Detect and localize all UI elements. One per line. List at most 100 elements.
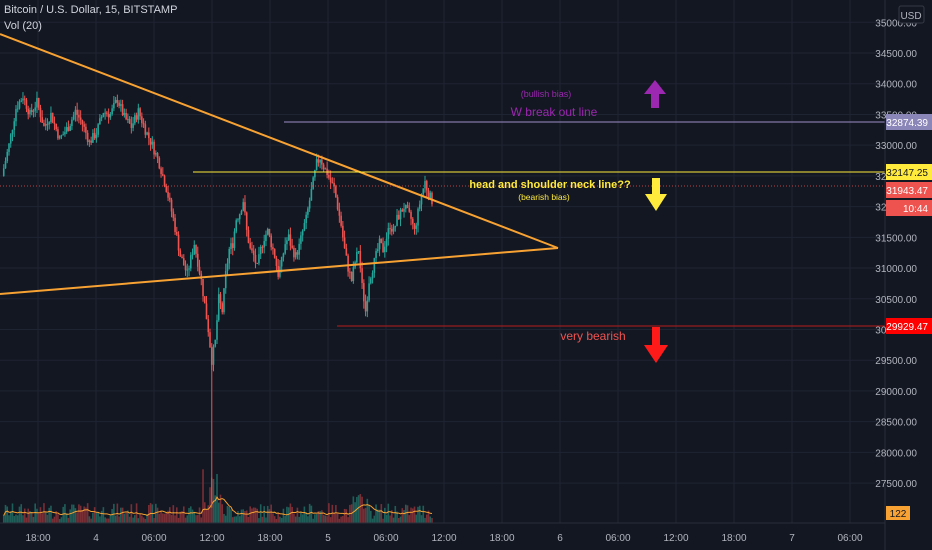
volume-bar bbox=[403, 510, 405, 523]
price-badge-text: 29929.47 bbox=[886, 322, 928, 333]
volume-bar bbox=[165, 512, 168, 523]
price-badge-text: 32147.25 bbox=[886, 168, 928, 179]
volume-bar bbox=[203, 502, 206, 523]
candle-body bbox=[34, 107, 37, 111]
volume-bar bbox=[242, 509, 245, 523]
volume-bar bbox=[336, 513, 339, 523]
volume-bar bbox=[415, 514, 418, 523]
candle-body bbox=[242, 202, 245, 211]
volume-bar bbox=[50, 505, 52, 523]
candle-body bbox=[179, 250, 182, 257]
candle-body bbox=[363, 283, 365, 302]
volume-bar bbox=[191, 509, 194, 523]
candle-body bbox=[195, 244, 197, 254]
volume-bar bbox=[41, 513, 44, 523]
candle-body bbox=[64, 132, 66, 135]
candle-body bbox=[375, 251, 377, 259]
candle-body bbox=[46, 124, 49, 126]
volume-bar bbox=[366, 498, 369, 523]
volume-bar bbox=[340, 516, 342, 523]
triangle-upper-trendline[interactable] bbox=[0, 33, 559, 249]
candle-body bbox=[155, 153, 157, 155]
volume-bar bbox=[368, 504, 370, 523]
candle-body bbox=[284, 244, 286, 254]
candle-body bbox=[413, 223, 416, 229]
currency-label[interactable]: USD bbox=[898, 5, 925, 24]
volume-bar bbox=[113, 503, 115, 523]
candle-body bbox=[6, 151, 9, 162]
volume-bar bbox=[356, 496, 358, 523]
volume-bar bbox=[345, 509, 348, 523]
x-tick-label: 06:00 bbox=[837, 533, 862, 544]
volume-bar bbox=[186, 515, 189, 523]
volume-bar bbox=[390, 510, 393, 523]
candle-body bbox=[51, 112, 54, 123]
candle-body bbox=[202, 279, 204, 297]
volume-bar bbox=[373, 515, 376, 523]
volume-bar bbox=[427, 510, 430, 523]
volume-bar bbox=[34, 503, 37, 523]
candle-body bbox=[76, 109, 78, 115]
volume-bar bbox=[69, 509, 71, 523]
volume-bar bbox=[266, 505, 269, 523]
candle-body bbox=[237, 219, 239, 221]
candle-body bbox=[342, 225, 344, 238]
volume-bar bbox=[13, 515, 16, 523]
candle-body bbox=[370, 278, 372, 284]
candle-body bbox=[20, 100, 23, 102]
candle-body bbox=[123, 112, 126, 116]
candle-body bbox=[256, 262, 259, 264]
y-tick-label: 33000.00 bbox=[875, 141, 917, 152]
volume-bar bbox=[202, 469, 204, 523]
volume-bar bbox=[160, 510, 162, 523]
x-tick-label: 18:00 bbox=[721, 533, 746, 544]
candle-body bbox=[93, 132, 96, 139]
volume-bar bbox=[261, 516, 264, 523]
volume-bar bbox=[196, 515, 199, 523]
volume-bar bbox=[179, 511, 182, 523]
volume-bar bbox=[217, 502, 220, 523]
volume-bar bbox=[380, 504, 383, 523]
candle-body bbox=[134, 115, 136, 124]
volume-bar bbox=[237, 511, 239, 523]
volume-bar bbox=[425, 514, 428, 523]
volume-bar bbox=[95, 512, 98, 523]
candle-body bbox=[345, 248, 348, 256]
candle-body bbox=[158, 158, 161, 169]
volume-indicator-label[interactable]: Vol (20) bbox=[4, 20, 42, 32]
price-badge: 29929.47 bbox=[886, 318, 932, 334]
volume-bar bbox=[272, 513, 274, 523]
volume-bar bbox=[411, 508, 414, 523]
candle-body bbox=[429, 192, 432, 200]
candle-body bbox=[104, 112, 106, 114]
candle-body bbox=[338, 209, 341, 216]
volume-bar bbox=[141, 515, 143, 523]
volume-bar bbox=[37, 513, 40, 523]
time-axis[interactable]: 18:00 4 06:00 12:00 18:00 5 06:00 12:00 18:00 6 06… bbox=[0, 522, 885, 544]
volume-bar bbox=[315, 513, 318, 523]
y-tick-label: 31500.00 bbox=[875, 233, 917, 244]
volume-bar bbox=[397, 517, 400, 523]
candle-body bbox=[141, 116, 143, 124]
volume-bar bbox=[83, 506, 85, 523]
candle-body bbox=[186, 269, 189, 271]
candle-body bbox=[303, 223, 306, 231]
volume-bar bbox=[172, 505, 175, 523]
candle-body bbox=[356, 252, 358, 263]
candle-body bbox=[137, 108, 140, 120]
volume-bar bbox=[48, 507, 50, 523]
candle-body bbox=[216, 320, 218, 340]
volume-bar bbox=[422, 505, 425, 523]
candle-body bbox=[172, 211, 175, 218]
triangle-lower-trendline[interactable] bbox=[0, 247, 559, 295]
y-tick-label: 35000.00 bbox=[875, 18, 917, 29]
volume-bar bbox=[193, 511, 196, 523]
candle-body bbox=[78, 114, 80, 118]
candle-body bbox=[120, 104, 122, 106]
volume-bar bbox=[273, 516, 276, 523]
volume-bar bbox=[282, 508, 285, 523]
volume-bar bbox=[385, 514, 388, 523]
candle-body bbox=[417, 208, 419, 226]
symbol-title[interactable]: Bitcoin / U.S. Dollar, 15, BITSTAMP bbox=[4, 4, 178, 16]
